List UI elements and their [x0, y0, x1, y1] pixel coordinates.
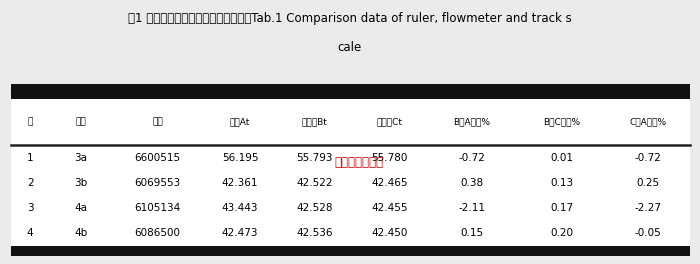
Bar — [10, 99, 690, 246]
Text: 2: 2 — [27, 178, 34, 188]
Text: C比A差率%: C比A差率% — [630, 117, 667, 127]
Text: 4a: 4a — [75, 203, 88, 213]
Text: 3b: 3b — [74, 178, 88, 188]
Text: 42.450: 42.450 — [371, 228, 407, 238]
Text: 1: 1 — [27, 153, 34, 163]
Text: -2.11: -2.11 — [458, 203, 485, 213]
Text: 3: 3 — [27, 203, 34, 213]
Text: -0.72: -0.72 — [458, 153, 485, 163]
Text: 42.473: 42.473 — [222, 228, 258, 238]
Text: 轨道衡Ct: 轨道衡Ct — [376, 117, 402, 127]
Text: 0.17: 0.17 — [550, 203, 573, 213]
Text: 0.38: 0.38 — [460, 178, 483, 188]
Text: 江苏华云流量计: 江苏华云流量计 — [335, 156, 384, 169]
Text: 42.536: 42.536 — [296, 228, 333, 238]
Text: 3a: 3a — [75, 153, 88, 163]
Text: 0.15: 0.15 — [460, 228, 483, 238]
Text: cale: cale — [338, 41, 362, 54]
Text: 4: 4 — [27, 228, 34, 238]
Text: -0.05: -0.05 — [635, 228, 661, 238]
Text: 检尺At: 检尺At — [230, 117, 251, 127]
Text: -0.72: -0.72 — [635, 153, 661, 163]
Text: 42.455: 42.455 — [371, 203, 407, 213]
Text: 55.780: 55.780 — [371, 153, 407, 163]
Text: 6600515: 6600515 — [134, 153, 181, 163]
Text: 56.195: 56.195 — [222, 153, 258, 163]
Bar — [10, 84, 690, 99]
Text: 0.01: 0.01 — [550, 153, 573, 163]
Text: 42.361: 42.361 — [222, 178, 258, 188]
Text: 6069553: 6069553 — [134, 178, 181, 188]
Text: 55.793: 55.793 — [296, 153, 333, 163]
Text: 序: 序 — [27, 117, 33, 127]
Text: 0.20: 0.20 — [550, 228, 573, 238]
Text: 车号: 车号 — [153, 117, 163, 127]
Text: 6086500: 6086500 — [134, 228, 181, 238]
Text: -2.27: -2.27 — [635, 203, 661, 213]
Text: 0.13: 0.13 — [550, 178, 573, 188]
Text: 表1 检尺、流量计、轨道衡的比对数据Tab.1 Comparison data of ruler, flowmeter and track s: 表1 检尺、流量计、轨道衡的比对数据Tab.1 Comparison data … — [128, 12, 572, 25]
Bar — [10, 246, 690, 256]
Text: 4b: 4b — [74, 228, 88, 238]
Text: 罐位: 罐位 — [76, 117, 87, 127]
Text: 43.443: 43.443 — [222, 203, 258, 213]
Text: 42.465: 42.465 — [371, 178, 407, 188]
Text: 流量计Bt: 流量计Bt — [302, 117, 328, 127]
Text: 42.522: 42.522 — [296, 178, 333, 188]
Text: B比C差率%: B比C差率% — [543, 117, 580, 127]
Text: 0.25: 0.25 — [637, 178, 660, 188]
Text: 6105134: 6105134 — [134, 203, 181, 213]
Text: 42.528: 42.528 — [296, 203, 333, 213]
Text: B比A差率%: B比A差率% — [453, 117, 490, 127]
